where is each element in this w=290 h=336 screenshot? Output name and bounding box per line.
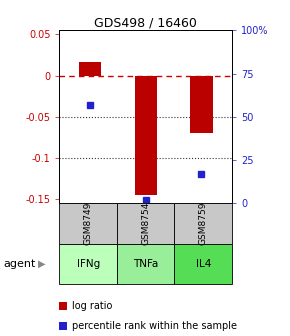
Bar [79,61,101,76]
Text: agent: agent [3,259,35,269]
Text: IFNg: IFNg [77,259,100,269]
Title: GDS498 / 16460: GDS498 / 16460 [94,16,197,29]
Text: GSM8749: GSM8749 [84,202,93,245]
Bar [135,76,157,195]
Text: log ratio: log ratio [72,301,113,311]
Bar [190,76,213,133]
Text: IL4: IL4 [195,259,211,269]
Text: GSM8754: GSM8754 [141,202,150,245]
Text: GSM8759: GSM8759 [199,202,208,245]
Text: ▶: ▶ [38,259,46,269]
Text: TNFa: TNFa [133,259,158,269]
Text: percentile rank within the sample: percentile rank within the sample [72,321,238,331]
